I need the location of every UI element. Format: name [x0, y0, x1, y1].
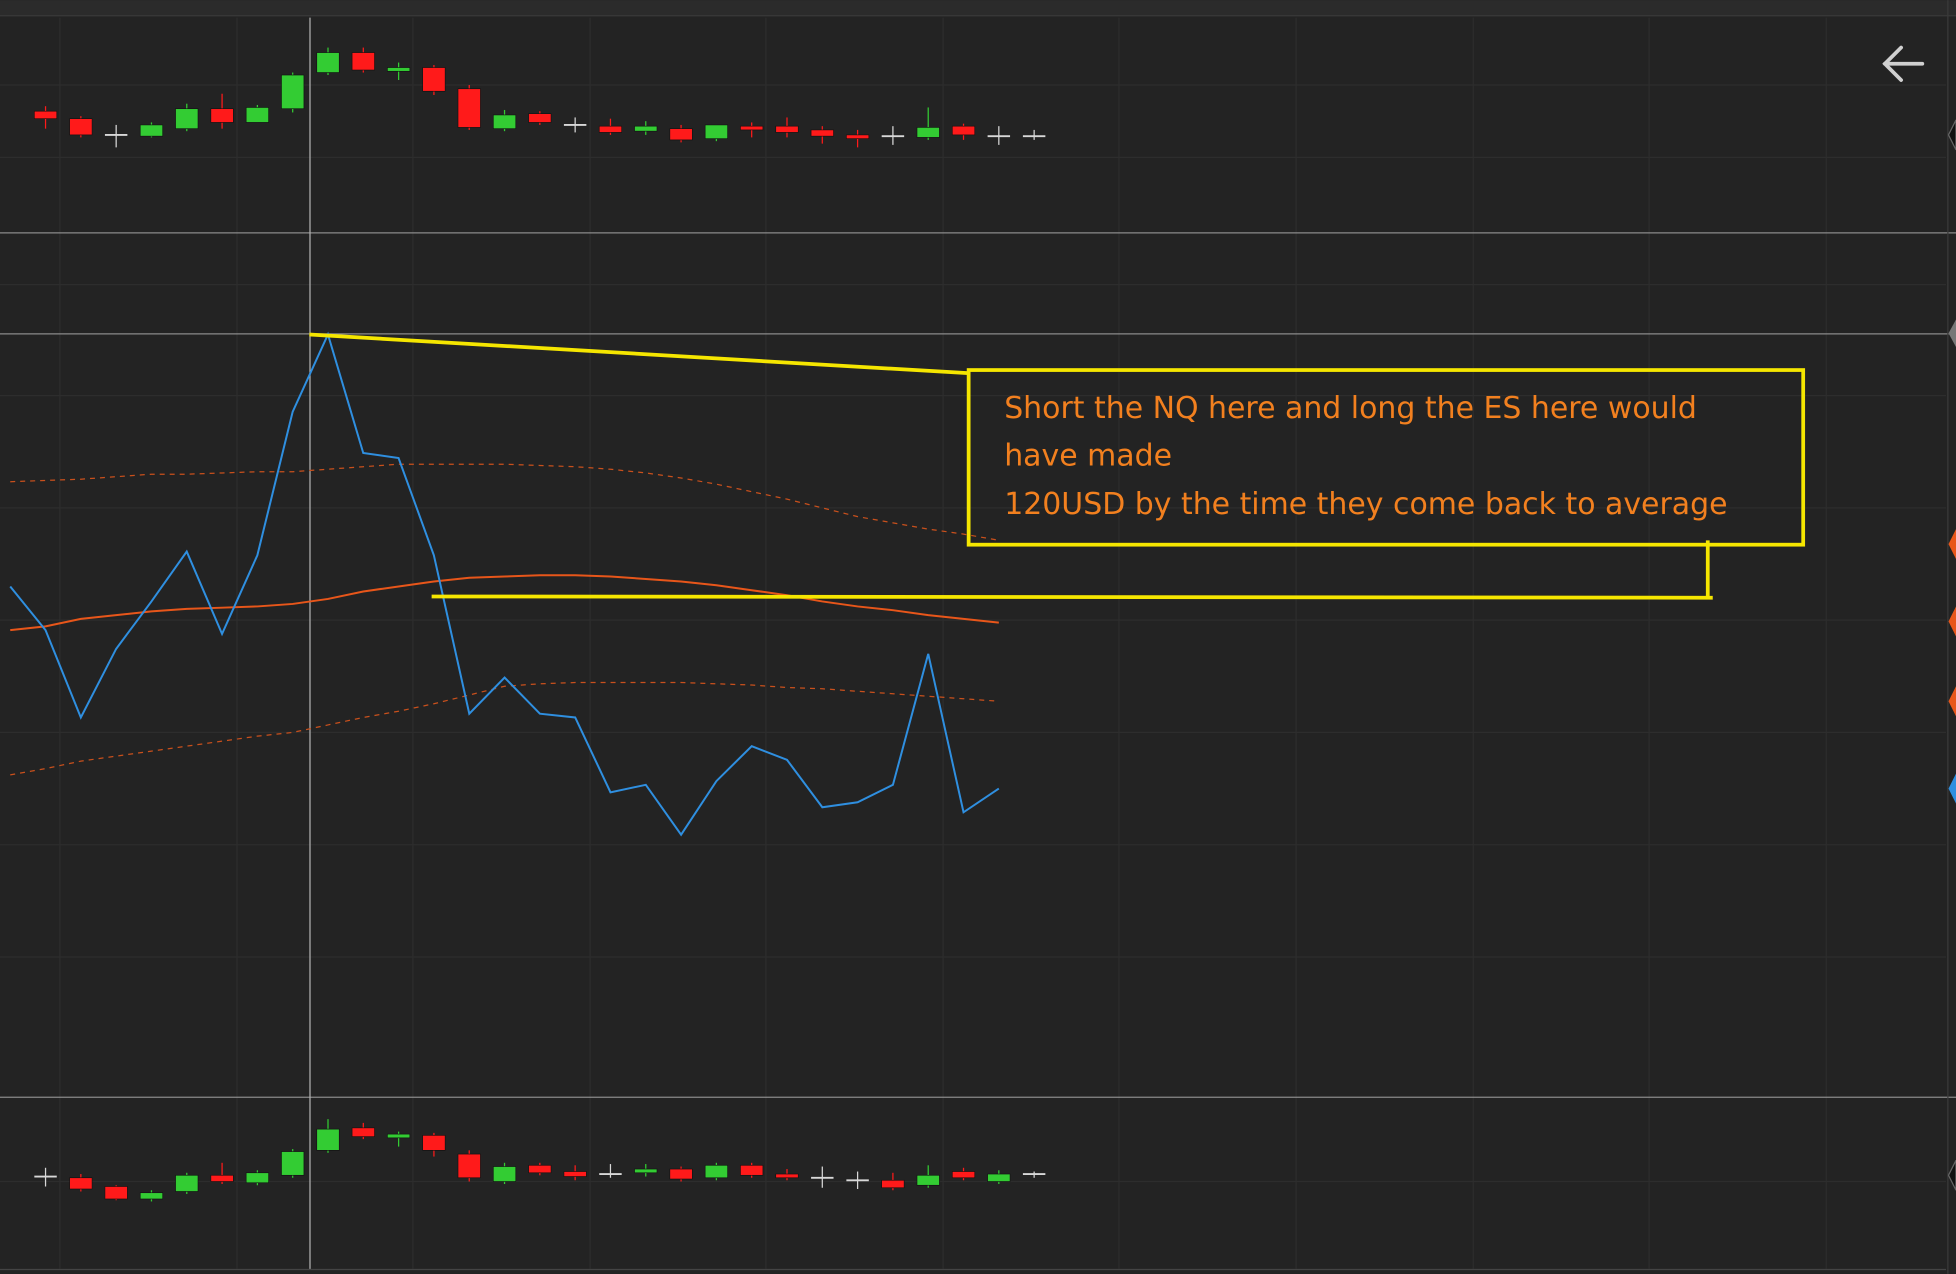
plots [9, 47, 1046, 1202]
candle-body [351, 1127, 375, 1137]
candle-body [139, 1192, 164, 1200]
candle-body [563, 1171, 587, 1177]
candle-body [492, 114, 517, 129]
candle-body [916, 127, 940, 138]
candle-body [245, 1172, 269, 1184]
candle-body [951, 1171, 976, 1179]
candle-body [810, 129, 834, 137]
candle-body [740, 125, 764, 131]
candle-body [634, 125, 658, 132]
annotation-text: 120USD by the time they come back to ave… [1004, 487, 1727, 522]
candle-body [669, 1168, 693, 1180]
candle-body [175, 1174, 199, 1192]
candle-body [245, 107, 269, 123]
candle-body [210, 108, 234, 123]
series-line [10, 574, 999, 632]
candle-body [669, 128, 693, 141]
candle-body [951, 125, 976, 136]
back-button[interactable] [1882, 45, 1925, 82]
candle-body [387, 67, 411, 72]
annotation-text: Short the NQ here and long the ES here w… [1004, 391, 1697, 426]
annotation-drawing [309, 332, 1806, 600]
candle-body [104, 1186, 128, 1200]
candle-body [704, 124, 728, 139]
candle-body [387, 1133, 411, 1139]
top-bar [0, 0, 1956, 16]
candle-body [175, 108, 199, 129]
candle-body [281, 74, 305, 110]
candle-body [916, 1174, 940, 1186]
candle-body [457, 1153, 481, 1179]
candle-body [69, 1177, 93, 1190]
candle-body [492, 1166, 517, 1182]
series-line [9, 331, 1000, 837]
candle-body [634, 1168, 658, 1174]
candle-body [740, 1164, 764, 1176]
candle-body [69, 118, 93, 136]
candle-body [775, 125, 799, 133]
candle-body [987, 1173, 1011, 1182]
candle-body [457, 88, 481, 128]
candle-body [316, 52, 340, 73]
candle-body [704, 1164, 728, 1179]
candle-body [139, 124, 164, 137]
candle-body [281, 1151, 305, 1176]
annotation-text: have made [1004, 438, 1172, 473]
candle-body [846, 134, 870, 139]
candle-body [316, 1128, 340, 1151]
band-line [10, 463, 999, 541]
candle-body [351, 52, 375, 71]
price-markers [1947, 119, 1956, 1191]
candle-body [775, 1173, 799, 1179]
candle-body [881, 1179, 905, 1189]
candle-body [422, 67, 446, 92]
candle-body [210, 1174, 234, 1182]
candle-body [34, 110, 58, 119]
band-line [10, 681, 999, 776]
candle-body [528, 113, 552, 123]
candle-body [598, 125, 622, 133]
candle-body [422, 1135, 446, 1151]
candle-body [528, 1164, 552, 1174]
